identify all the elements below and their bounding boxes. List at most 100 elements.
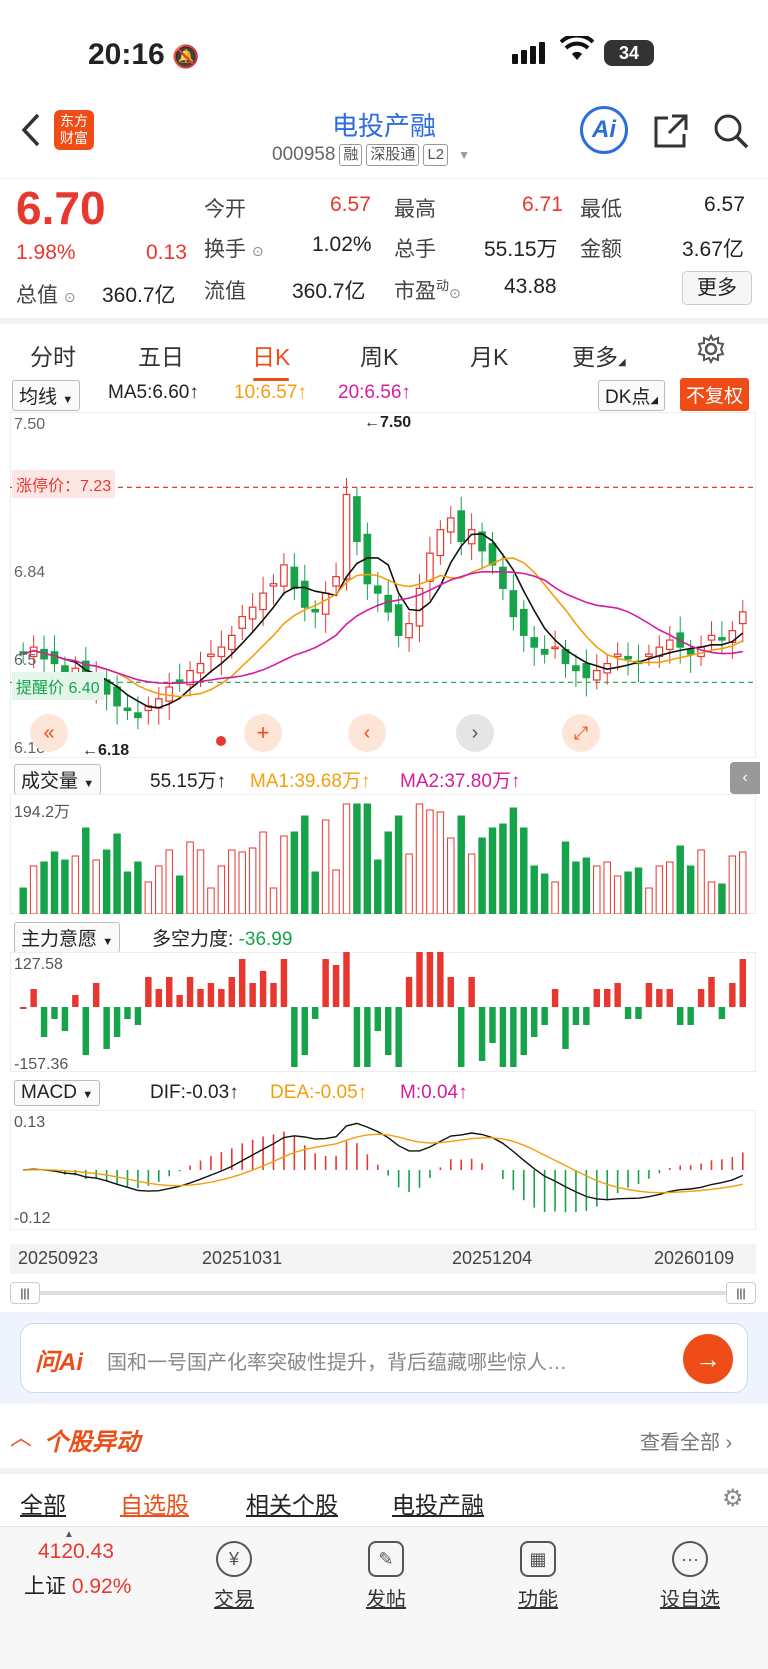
candle-body <box>321 592 330 615</box>
y-axis-top: 7.50 <box>14 416 46 433</box>
view-all-link[interactable]: 查看全部 › <box>640 1432 733 1454</box>
force-bar <box>510 1007 517 1067</box>
macd-select[interactable]: MACD ▼ <box>14 1080 101 1106</box>
candle-body <box>665 639 674 651</box>
candle-body <box>196 662 205 674</box>
candle-body <box>238 615 247 629</box>
draw-point-button[interactable] <box>216 736 226 746</box>
force-bar <box>457 1007 465 1067</box>
sub-tab-stock[interactable]: 电投产融 <box>392 1492 484 1518</box>
tag-margin: 融 <box>339 144 363 166</box>
index-pct: 0.92% <box>71 1575 132 1598</box>
mktcap-label-wrap[interactable]: 总值 ⊙ <box>16 279 76 309</box>
turnover-label[interactable]: 换手 ⊙ <box>204 233 264 263</box>
sub-tab-related[interactable]: 相关个股 <box>246 1492 338 1518</box>
pe-label-wrap[interactable]: 市盈动⊙ <box>394 275 461 305</box>
range-scroller[interactable]: ||| ||| <box>10 1282 756 1304</box>
force-value: -36.99 <box>238 929 293 950</box>
tab-5day[interactable]: 五日 <box>138 344 184 370</box>
sub-tab-watchlist[interactable]: 自选股 <box>120 1492 189 1518</box>
ma-select[interactable]: 均线 ▼ <box>12 380 81 411</box>
share-icon[interactable] <box>652 112 690 155</box>
volume-bar <box>332 869 340 914</box>
volume-bar <box>572 861 580 914</box>
force-y-top: 127.58 <box>14 956 63 973</box>
force-bar <box>353 1007 361 1067</box>
tab-weekly[interactable]: 周K <box>360 344 399 370</box>
logo-text-2: 财富 <box>60 130 88 146</box>
candle-body <box>436 529 445 557</box>
more-button[interactable]: 更多 <box>682 271 752 305</box>
kline-chart[interactable] <box>10 412 756 758</box>
force-bar <box>51 1007 58 1019</box>
macd-y-top: 0.13 <box>14 1114 46 1131</box>
fullscreen-icon[interactable]: ⤢ <box>562 714 600 752</box>
quote-panel: 6.70 1.98% 0.13 总值 ⊙ 360.7亿 今开 6.57 最高 6… <box>0 178 768 314</box>
tab-daily[interactable]: 日K <box>252 338 290 381</box>
tab-intraday[interactable]: 分时 <box>30 344 76 370</box>
date-tick: 20250923 <box>18 1248 99 1268</box>
volume-y-top: 194.2万 <box>14 804 71 821</box>
adjust-button[interactable]: 不复权 <box>680 378 750 411</box>
settings-icon[interactable] <box>696 333 726 369</box>
back-button[interactable] <box>20 112 42 158</box>
force-select-label: 主力意愿 <box>21 929 98 950</box>
force-bar <box>176 995 183 1007</box>
force-bar <box>489 1007 496 1043</box>
volume-bar <box>593 865 601 914</box>
macd-select-label: MACD <box>21 1082 77 1103</box>
candle-body <box>613 653 622 658</box>
scroller-left-handle[interactable]: ||| <box>10 1282 40 1304</box>
index-widget[interactable]: ▲ 4120.43 上证 0.92% <box>24 1529 164 1600</box>
nav-trade[interactable]: ¥ 交易 <box>184 1541 284 1612</box>
force-bar <box>197 989 204 1007</box>
force-bar <box>708 977 715 1007</box>
caret-down-icon: ▼ <box>82 1089 94 1101</box>
dea-line <box>23 1133 743 1194</box>
volume-select[interactable]: 成交量 ▼ <box>14 764 102 795</box>
candle-body <box>519 608 528 636</box>
sub-tab-all[interactable]: 全部 <box>20 1492 66 1518</box>
scroll-left-button[interactable]: ‹ <box>348 714 386 752</box>
scroller-right-handle[interactable]: ||| <box>726 1282 756 1304</box>
turnover-value: 1.02% <box>312 233 372 256</box>
dk-button[interactable]: DK点◢ <box>598 380 666 411</box>
volume-bar <box>728 855 737 914</box>
ai-button[interactable]: Ai <box>580 106 628 154</box>
force-select[interactable]: 主力意愿 ▼ <box>14 922 121 953</box>
candle-body <box>207 653 215 658</box>
force-bar <box>468 977 475 1007</box>
scroll-right-button[interactable]: › <box>456 714 494 752</box>
nav-post[interactable]: ✎ 发帖 <box>336 1541 436 1612</box>
search-icon[interactable] <box>712 112 750 155</box>
collapse-panel-button[interactable]: ‹ <box>730 762 760 794</box>
add-strategy-button[interactable]: + <box>244 714 282 752</box>
volume-bar <box>603 861 611 914</box>
gear-icon[interactable]: ⚙ <box>722 1485 744 1512</box>
force-bar <box>426 952 434 1007</box>
tab-monthly[interactable]: 月K <box>470 344 509 370</box>
ask-ai-go-button[interactable]: → <box>683 1334 733 1384</box>
ask-ai-bar[interactable]: 问Ai 国和一号国产化率突破性提升，背后蕴藏哪些惊人… → <box>20 1323 748 1393</box>
nav-functions[interactable]: ▦ 功能 <box>488 1541 588 1612</box>
limit-up-label: 涨停价：7.23 <box>12 470 116 498</box>
force-bar <box>134 1007 142 1025</box>
volume-bar <box>40 861 48 914</box>
nav-add-watchlist[interactable]: ··· 设自选 <box>640 1541 740 1612</box>
tab-more[interactable]: 更多◢ <box>572 338 626 372</box>
volume-bar <box>175 875 184 914</box>
macd-dif: DIF:-0.03↑ <box>150 1082 239 1103</box>
scroll-left-fast-button[interactable]: « <box>30 714 68 752</box>
force-bar <box>697 989 705 1007</box>
candle-body <box>457 510 466 543</box>
turnover-label-text: 换手 <box>204 238 246 261</box>
volume-label: 总手 <box>394 238 436 261</box>
amount-label: 金额 <box>580 238 622 261</box>
stock-code-row[interactable]: 000958 融 深股通 L2 ▼ <box>272 144 470 166</box>
current-price: 6.70 <box>16 182 106 234</box>
candle-body <box>478 531 486 552</box>
movers-header[interactable]: ︿ 个股异动 查看全部 › <box>0 1410 768 1462</box>
app-logo: 东方 财富 <box>54 110 94 150</box>
volume-bar <box>426 809 434 914</box>
high-value: 6.71 <box>522 193 563 216</box>
